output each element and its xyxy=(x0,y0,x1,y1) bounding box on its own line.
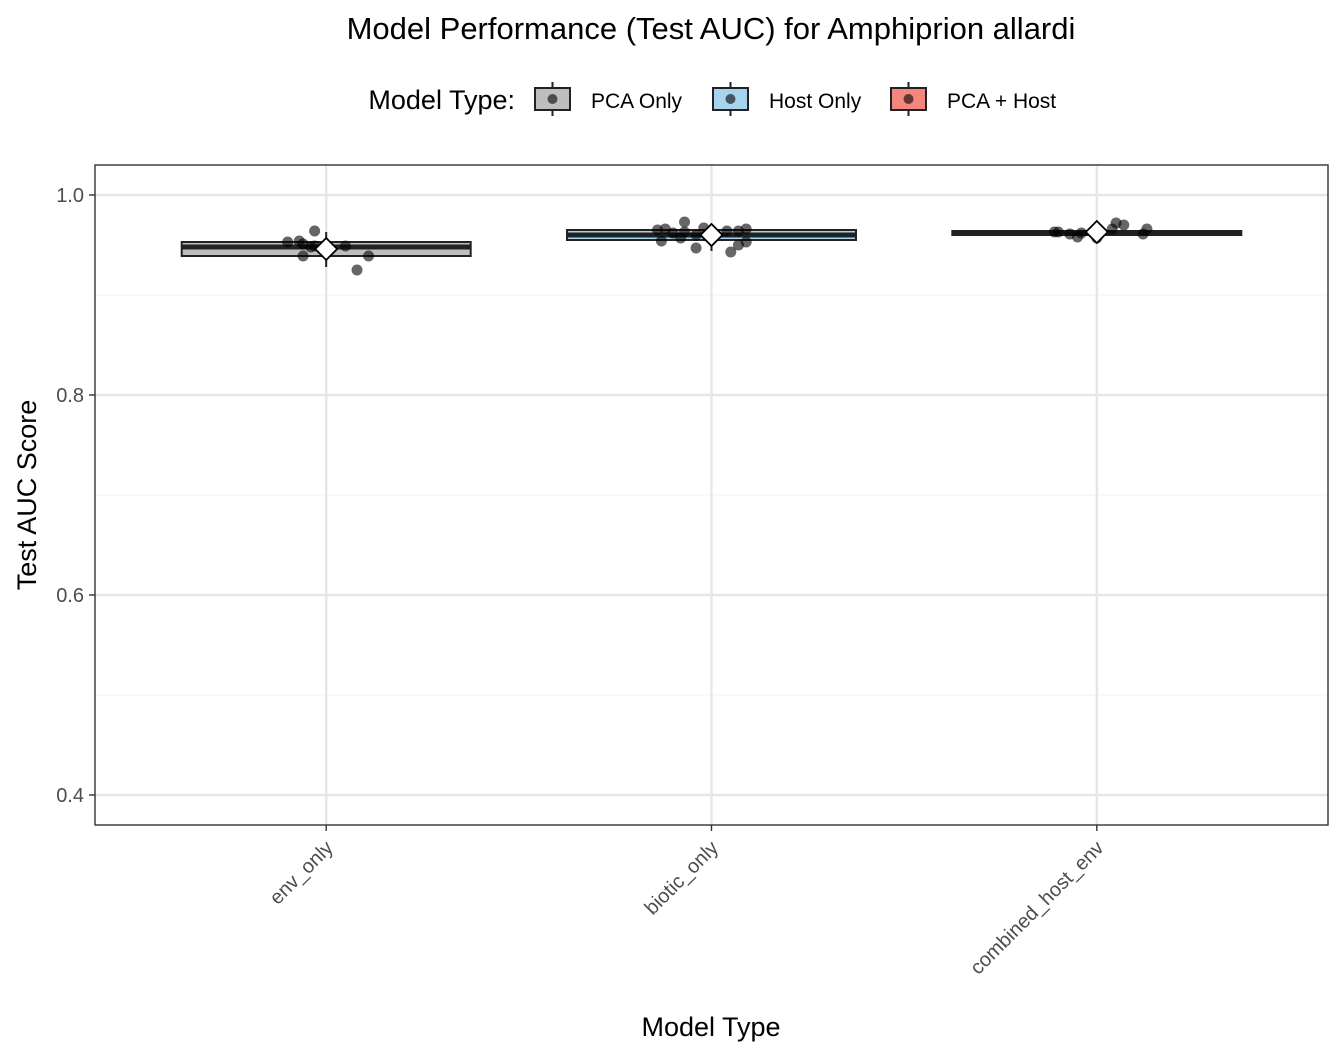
legend-key-point xyxy=(547,94,558,104)
data-point xyxy=(690,229,702,241)
box-group-combined_host_env xyxy=(951,217,1243,245)
x-tick-label: combined_host_env xyxy=(966,837,1108,979)
y-tick-label: 1.0 xyxy=(56,185,84,207)
box-group-biotic_only xyxy=(566,216,857,258)
legend-key-point xyxy=(903,94,914,104)
data-point xyxy=(1052,226,1064,238)
mean-diamond xyxy=(1084,219,1110,245)
data-point xyxy=(351,264,363,276)
data-point xyxy=(309,225,321,237)
x-axis-title: Model Type xyxy=(641,1012,780,1042)
legend-label: PCA Only xyxy=(591,90,683,113)
legend-key-2 xyxy=(712,82,749,116)
y-axis-title: Test AUC Score xyxy=(12,400,42,591)
data-point xyxy=(655,235,667,247)
data-point xyxy=(679,226,691,238)
data-point xyxy=(282,236,294,248)
boxes-layer xyxy=(180,216,1243,276)
x-tick-label: env_only xyxy=(266,837,338,909)
y-tick-label: 0.4 xyxy=(56,785,84,807)
x-tick-label: biotic_only xyxy=(641,837,723,919)
data-point xyxy=(721,225,733,237)
data-point xyxy=(1075,227,1087,239)
y-tick-label: 0.8 xyxy=(56,385,84,407)
data-point xyxy=(725,246,737,258)
legend-key-point xyxy=(725,94,736,104)
legend-title: Model Type: xyxy=(368,85,515,115)
data-point xyxy=(339,240,351,252)
legend: Model Type: PCA Only Host Only PCA + Host xyxy=(368,82,1056,116)
legend-label: PCA + Host xyxy=(947,90,1056,113)
grid-lines xyxy=(95,165,1328,825)
mean-diamond xyxy=(699,222,724,248)
legend-label: Host Only xyxy=(769,90,862,113)
y-tick-label: 0.6 xyxy=(56,585,84,607)
data-point xyxy=(297,250,309,262)
data-point xyxy=(1118,219,1130,231)
data-point xyxy=(1141,223,1153,235)
data-point xyxy=(679,216,691,228)
chart-title: Model Performance (Test AUC) for Amphipr… xyxy=(347,11,1076,46)
data-point xyxy=(740,223,752,235)
box-group-env_only xyxy=(180,225,472,276)
legend-key-1 xyxy=(534,82,571,116)
mean-diamond xyxy=(313,236,339,262)
data-point xyxy=(740,236,752,248)
data-point xyxy=(363,250,375,262)
legend-key-3 xyxy=(890,82,927,116)
data-point xyxy=(690,242,702,254)
